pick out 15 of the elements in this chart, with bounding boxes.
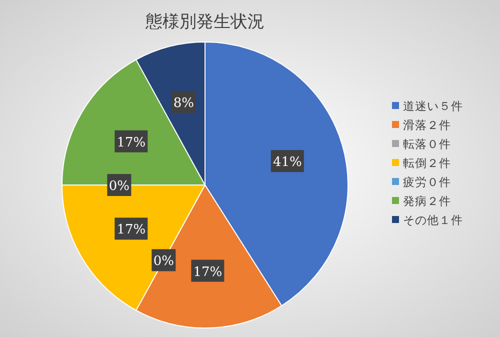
data-label: 8% xyxy=(173,96,194,111)
legend-label: 転落０件 xyxy=(403,137,451,151)
text: 0% xyxy=(108,179,130,194)
slice-label: 道迷い５件 xyxy=(403,99,463,113)
data-label: 17% xyxy=(116,135,146,150)
chart-title: 態様別発生状況 xyxy=(144,12,264,32)
legend-label: その他１件 xyxy=(403,213,463,227)
legend-label: 滑落２件 xyxy=(403,118,451,132)
data-label: 17% xyxy=(116,222,146,238)
data-label: 17% xyxy=(193,264,222,280)
legend-label: 疲労０件 xyxy=(403,175,451,189)
text: 0% xyxy=(153,254,174,270)
legend-label: 発病２件 xyxy=(403,194,451,208)
data-label: 41% xyxy=(272,155,302,170)
legend-label: 転倒２件 xyxy=(403,156,451,170)
